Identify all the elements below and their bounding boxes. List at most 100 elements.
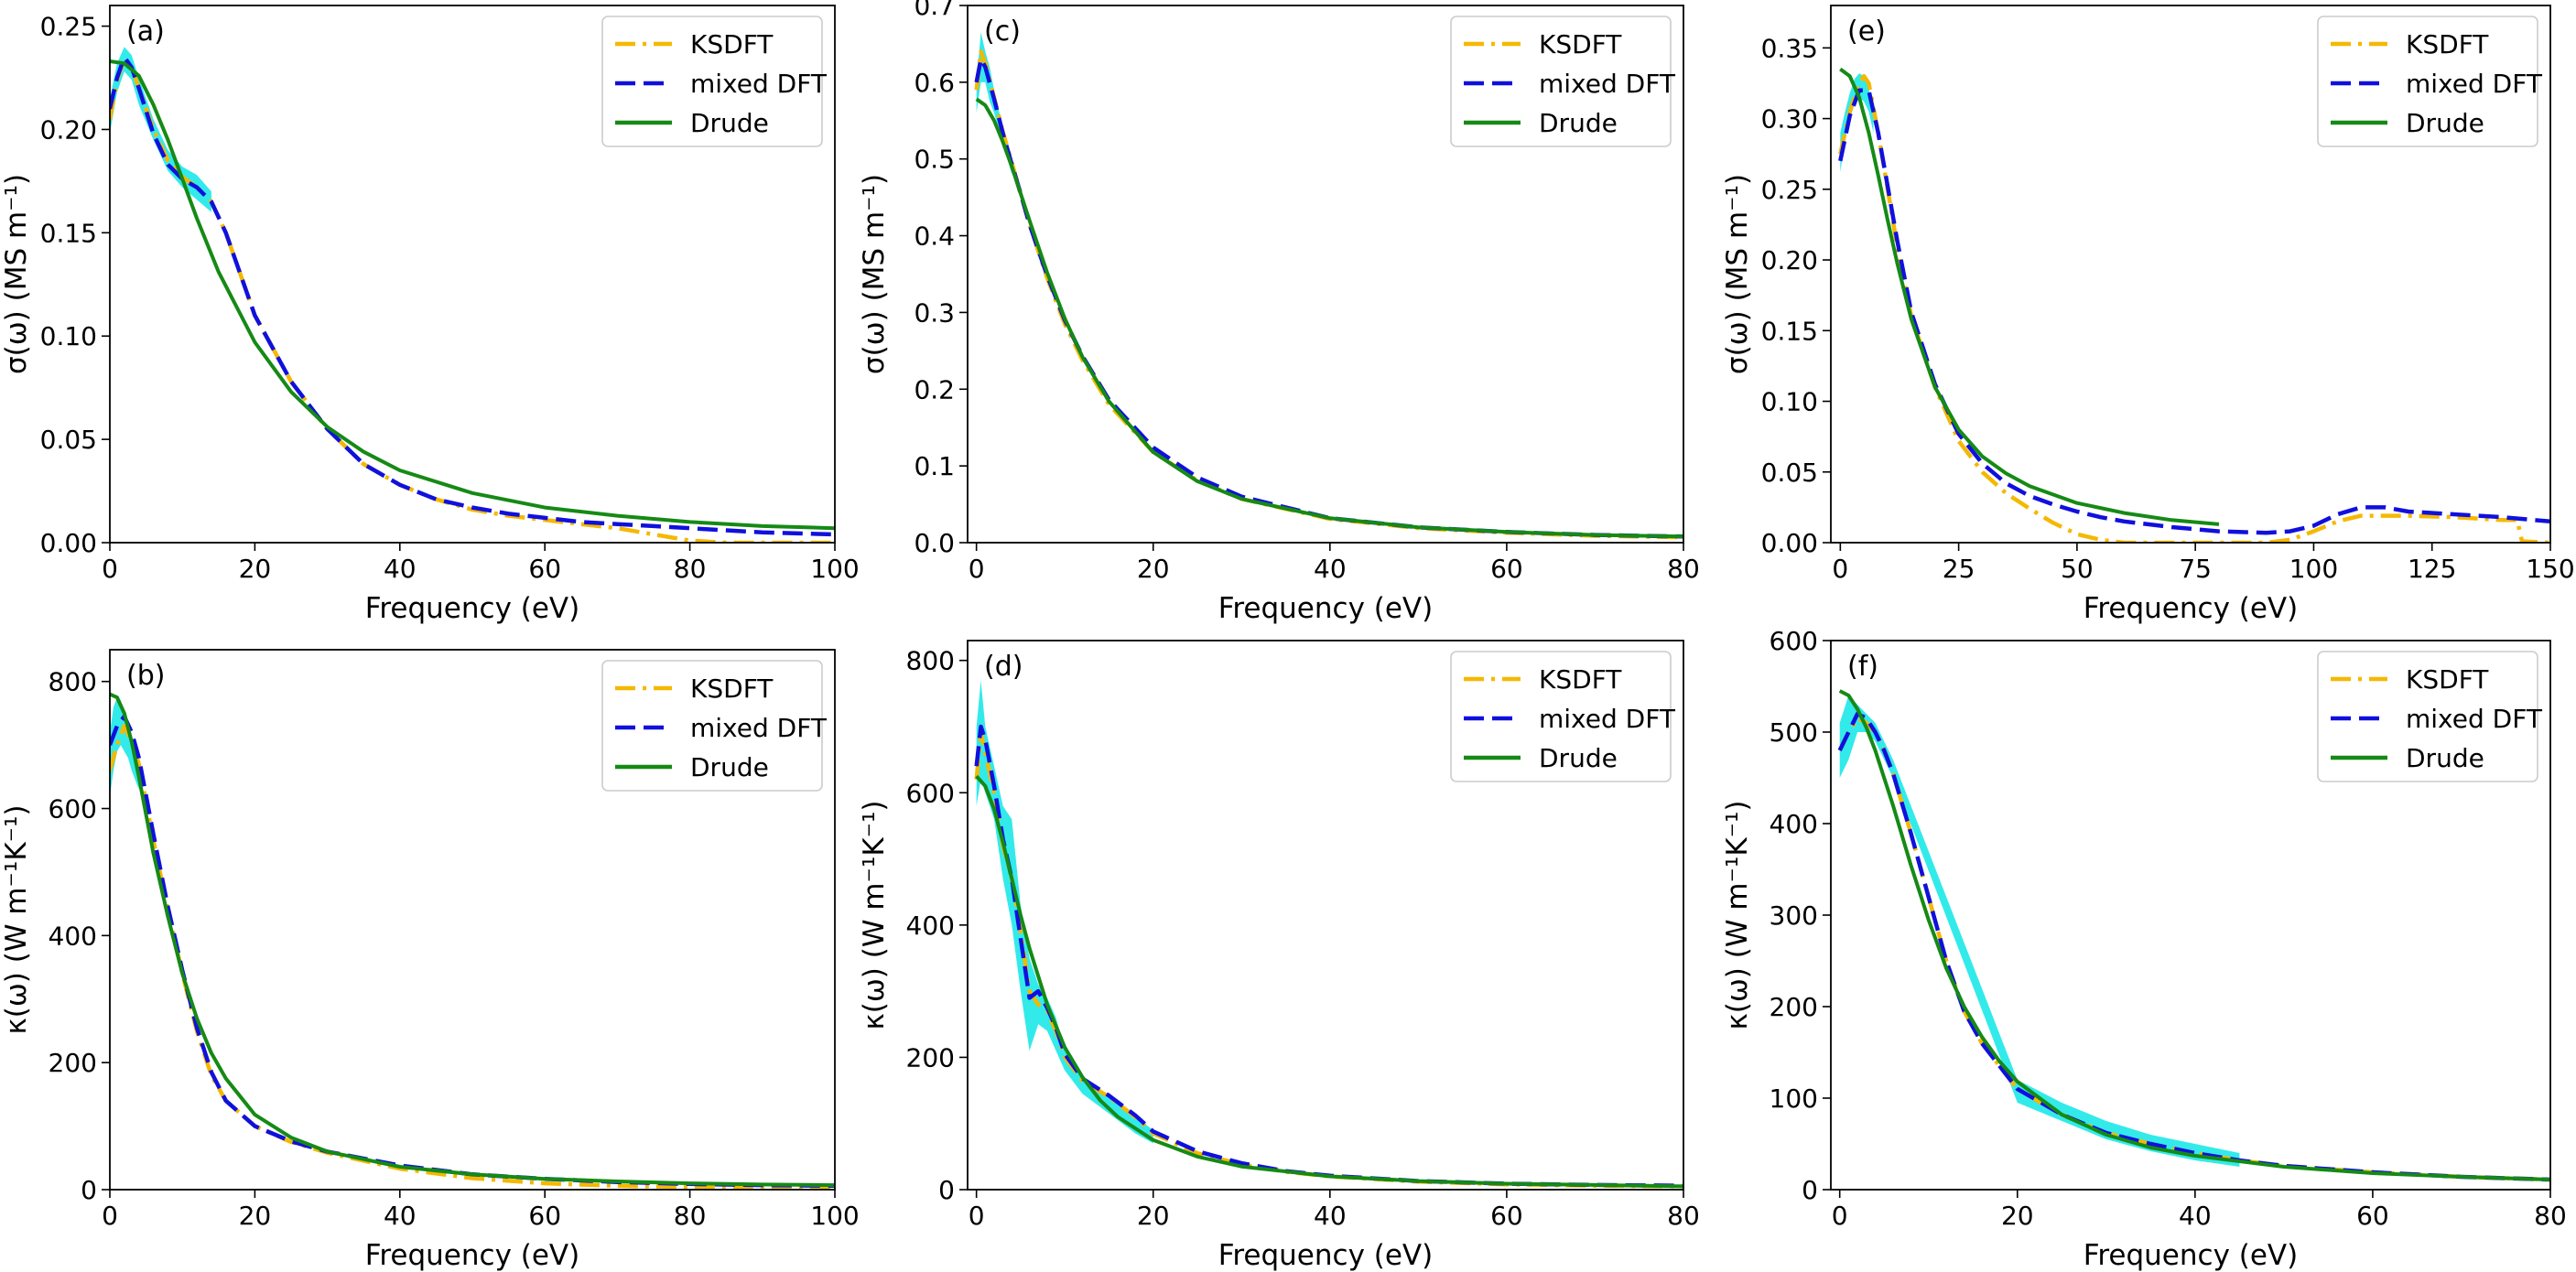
uncertainty-band [1839, 695, 2240, 1167]
series-line-ksdft [974, 730, 1683, 1189]
x-tick-label: 20 [239, 554, 272, 584]
legend-label: Drude [1539, 743, 1618, 773]
y-tick-label: 0.5 [914, 145, 955, 175]
y-axis-title: κ(ω) (W m⁻¹K⁻¹) [0, 804, 33, 1034]
x-tick-label: 75 [2179, 554, 2212, 584]
legend-box [1450, 16, 1672, 147]
series-line-drude [110, 692, 835, 1188]
legend-label: KSDFT [2406, 29, 2489, 59]
panel-label: (f) [1847, 651, 1878, 683]
x-axis-title: Frequency (eV) [2084, 592, 2298, 625]
x-tick-label: 0 [102, 1201, 118, 1231]
y-tick-label: 0.35 [1761, 33, 1818, 63]
y-tick-label: 0.30 [1761, 104, 1818, 135]
panel-label: (b) [126, 660, 165, 692]
y-axis-title: σ(ω) (MS m⁻¹) [1721, 174, 1754, 374]
y-tick-label: 800 [906, 646, 955, 676]
y-tick-label: 0.05 [1761, 458, 1818, 488]
series-line-ksdft [1838, 73, 2550, 543]
y-tick-label: 0.00 [40, 528, 97, 558]
plot-area [1838, 67, 2550, 543]
y-tick-label: 400 [906, 911, 955, 941]
y-tick-label: 0.15 [40, 218, 97, 248]
y-tick-label: 600 [1770, 626, 1818, 656]
y-axis-title: σ(ω) (MS m⁻¹) [0, 174, 33, 374]
y-tick-label: 0.00 [1761, 528, 1818, 558]
panel-label: (d) [984, 651, 1023, 683]
y-tick-label: 0.05 [40, 425, 97, 455]
y-tick-label: 0.7 [914, 0, 955, 21]
legend-label: Drude [1539, 108, 1618, 138]
x-tick-label: 40 [384, 554, 417, 584]
legend-box [2317, 651, 2538, 782]
legend-label: mixed DFT [1539, 69, 1676, 99]
y-tick-label: 600 [906, 778, 955, 808]
y-tick-label: 0.10 [40, 321, 97, 351]
y-tick-label: 400 [49, 921, 97, 951]
y-tick-label: 0 [1802, 1175, 1818, 1205]
plot-area [110, 692, 835, 1190]
y-tick-label: 800 [49, 667, 97, 697]
legend-box [601, 660, 823, 792]
y-tick-label: 100 [1770, 1083, 1818, 1114]
y-tick-label: 0 [81, 1175, 97, 1205]
x-tick-label: 25 [1943, 554, 1975, 584]
series-line-mixed-dft [974, 724, 1683, 1188]
y-tick-label: 0.2 [914, 374, 955, 404]
legend: KSDFT mixed DFT Drude [2317, 16, 2543, 147]
x-tick-label: 50 [2061, 554, 2094, 584]
x-tick-label: 125 [2408, 554, 2456, 584]
y-tick-label: 0.10 [1761, 387, 1818, 417]
legend-label: Drude [2406, 108, 2484, 138]
y-tick-label: 0.3 [914, 297, 955, 328]
legend-label: mixed DFT [690, 713, 828, 743]
x-tick-label: 20 [239, 1201, 272, 1231]
y-tick-label: 0.25 [40, 12, 97, 42]
x-tick-label: 40 [1314, 1201, 1347, 1231]
x-tick-label: 60 [1490, 1201, 1523, 1231]
legend-label: KSDFT [1539, 29, 1622, 59]
series-line-drude [1838, 689, 2550, 1181]
panel-label: (a) [126, 16, 165, 48]
plot-frame [967, 640, 1684, 1191]
chart-panel-6: 0 20 40 60 80 0 100 200 300 400 500 600 Frequency (e… [1721, 626, 2567, 1272]
x-tick-label: 60 [1490, 554, 1523, 584]
legend: KSDFT mixed DFT Drude [1450, 651, 1676, 782]
x-tick-label: 40 [1314, 554, 1347, 584]
x-tick-label: 40 [2179, 1201, 2212, 1231]
y-tick-label: 200 [1770, 992, 1818, 1022]
y-tick-label: 0.25 [1761, 175, 1818, 205]
x-axis-title: Frequency (eV) [2084, 1239, 2298, 1272]
series-line-mixed-dft [1838, 88, 2550, 535]
y-tick-label: 400 [1770, 809, 1818, 839]
series-line-drude [110, 59, 835, 531]
x-axis-title: Frequency (eV) [365, 592, 579, 625]
x-tick-label: 60 [2356, 1201, 2389, 1231]
uncertainty-band [976, 680, 1153, 1144]
plot-area [1837, 689, 2550, 1182]
series-line-ksdft [110, 724, 835, 1190]
y-tick-label: 0 [938, 1175, 955, 1205]
y-tick-label: 0.4 [914, 221, 955, 252]
legend-box [601, 16, 823, 147]
x-tick-label: 80 [1667, 554, 1700, 584]
x-axis-title: Frequency (eV) [1218, 592, 1433, 625]
y-tick-label: 300 [1770, 900, 1818, 931]
x-tick-label: 20 [1137, 1201, 1170, 1231]
x-tick-label: 80 [1667, 1201, 1700, 1231]
chart-panel-4: 0 20 40 60 80 100 0 200 400 600 800 Frequency (eV) κ… [0, 649, 860, 1272]
x-tick-label: 80 [674, 1201, 707, 1231]
series-line-drude [975, 97, 1683, 539]
y-tick-label: 0.20 [40, 114, 97, 145]
x-tick-label: 80 [674, 554, 707, 584]
y-tick-label: 0.6 [914, 68, 955, 98]
chart-panel-3: 0 25 50 75 100 125 150 0.00 0.05 0.10 0.15 0.20 0.25… [1721, 5, 2575, 625]
legend-label: mixed DFT [2406, 704, 2543, 734]
x-tick-label: 60 [528, 554, 561, 584]
x-axis-title: Frequency (eV) [365, 1239, 579, 1272]
plot-frame [1830, 5, 2551, 544]
legend-label: Drude [690, 108, 769, 138]
plot-area [110, 47, 835, 543]
uncertainty-band [110, 697, 139, 796]
y-axis-title: κ(ω) (W m⁻¹K⁻¹) [858, 800, 891, 1029]
